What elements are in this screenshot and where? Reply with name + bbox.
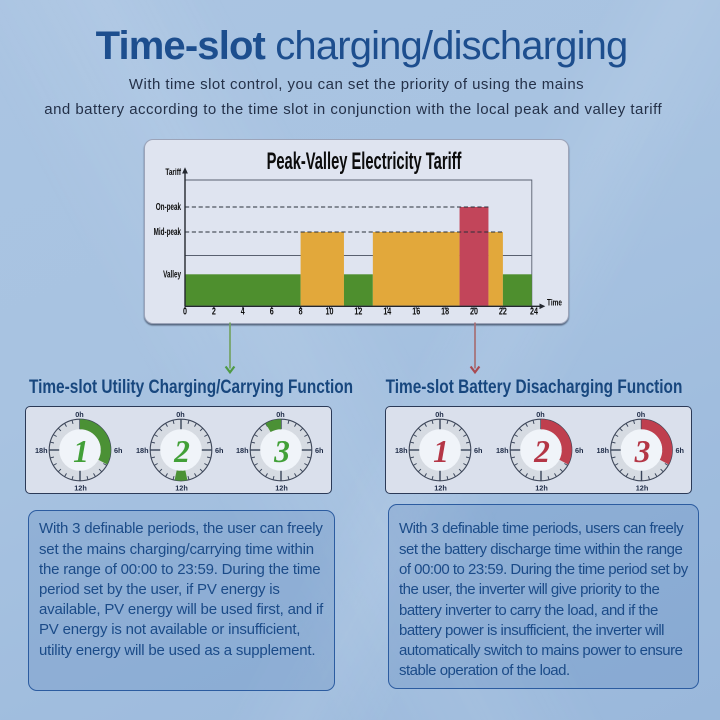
svg-text:3: 3 [273, 434, 290, 469]
svg-text:18h: 18h [136, 446, 149, 455]
svg-text:Time: Time [547, 297, 562, 308]
svg-text:18h: 18h [35, 446, 48, 455]
svg-text:2: 2 [211, 305, 215, 317]
svg-text:6h: 6h [474, 446, 483, 455]
svg-text:18h: 18h [496, 446, 509, 455]
svg-text:6h: 6h [114, 446, 123, 455]
svg-text:12h: 12h [275, 484, 288, 493]
svg-text:0: 0 [183, 305, 187, 317]
svg-text:12h: 12h [636, 484, 649, 493]
svg-text:0h: 0h [637, 410, 646, 419]
svg-text:12: 12 [354, 305, 362, 317]
svg-text:12h: 12h [175, 484, 188, 493]
svg-text:6h: 6h [575, 446, 584, 455]
svg-text:22: 22 [498, 305, 506, 317]
svg-text:1: 1 [433, 434, 449, 469]
svg-text:24: 24 [530, 305, 538, 317]
svg-text:On-peak: On-peak [155, 200, 180, 212]
svg-text:18h: 18h [236, 446, 249, 455]
svg-text:18h: 18h [395, 446, 408, 455]
svg-text:0h: 0h [75, 410, 84, 419]
svg-text:6h: 6h [215, 446, 224, 455]
svg-text:3: 3 [634, 434, 651, 469]
svg-text:10: 10 [325, 305, 333, 317]
svg-text:6: 6 [269, 305, 273, 317]
svg-text:12h: 12h [74, 484, 87, 493]
svg-text:2: 2 [173, 434, 190, 469]
svg-text:4: 4 [240, 305, 244, 317]
svg-text:18h: 18h [597, 446, 610, 455]
svg-text:16: 16 [412, 305, 420, 317]
svg-text:1: 1 [73, 434, 89, 469]
svg-text:12h: 12h [535, 484, 548, 493]
svg-text:0h: 0h [276, 410, 285, 419]
svg-text:8: 8 [298, 305, 302, 317]
svg-text:Valley: Valley [163, 267, 181, 279]
svg-text:6h: 6h [675, 446, 684, 455]
svg-text:20: 20 [470, 305, 478, 317]
svg-text:6h: 6h [315, 446, 324, 455]
svg-text:12h: 12h [434, 484, 447, 493]
svg-text:0h: 0h [176, 410, 185, 419]
svg-text:Peak-Valley Electricity Tariff: Peak-Valley Electricity Tariff [266, 148, 461, 175]
svg-text:0h: 0h [435, 410, 444, 419]
svg-text:2: 2 [533, 434, 550, 469]
svg-text:Tariff: Tariff [165, 166, 181, 177]
svg-text:14: 14 [383, 305, 391, 317]
svg-text:0h: 0h [536, 410, 545, 419]
svg-text:Mid-peak: Mid-peak [153, 225, 181, 237]
svg-text:18: 18 [441, 305, 449, 317]
